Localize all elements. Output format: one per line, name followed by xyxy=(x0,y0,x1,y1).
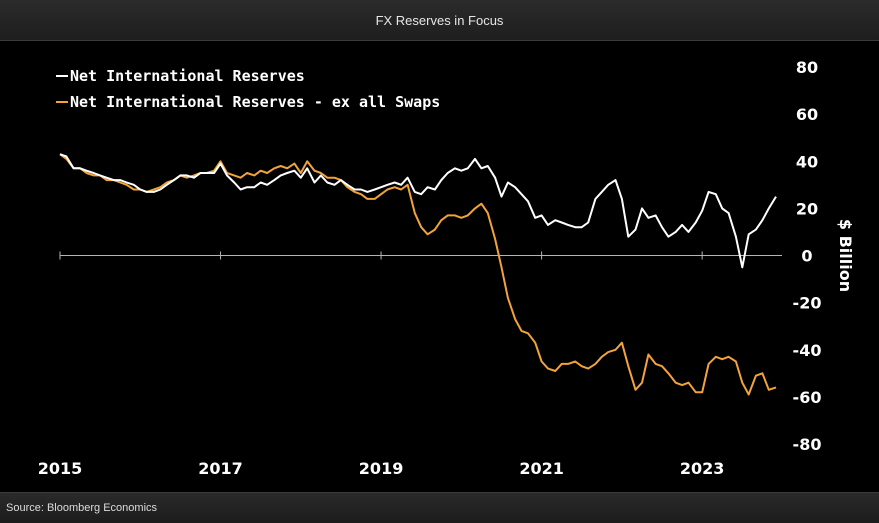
x-tick-label: 2023 xyxy=(680,459,725,478)
x-tick-label: 2019 xyxy=(359,459,404,478)
y-tick-label: 40 xyxy=(796,152,818,171)
y-tick-label: -40 xyxy=(793,341,822,360)
plot-area: Net International Reserves Net Internatio… xyxy=(8,41,879,492)
y-tick-label: 80 xyxy=(796,58,818,77)
line-chart: Net International Reserves Net Internatio… xyxy=(38,58,855,478)
y-tick-label: 60 xyxy=(796,105,818,124)
legend: Net International Reserves Net Internatio… xyxy=(56,67,440,111)
y-tick-label: 20 xyxy=(796,199,818,218)
source-note: Source: Bloomberg Economics xyxy=(6,502,158,514)
y-tick-label: -60 xyxy=(793,388,822,407)
y-tick-label: 0 xyxy=(801,247,812,266)
y-axis-label: $ Billion xyxy=(836,219,855,292)
series-line-ex-swaps xyxy=(59,153,777,396)
x-tick-label: 2017 xyxy=(198,459,243,478)
x-tick-label: 2015 xyxy=(38,459,83,478)
y-tick-label: -20 xyxy=(793,294,822,313)
source-footer: Source: Bloomberg Economics xyxy=(0,492,879,523)
y-axis: 80 60 40 20 0 -20 -40 -60 -80 $ Billion xyxy=(793,58,855,454)
legend-label: Net International Reserves - ex all Swap… xyxy=(70,93,440,111)
series-line-net-reserves xyxy=(59,153,777,269)
series-group xyxy=(59,153,777,396)
chart-title-bar: FX Reserves in Focus xyxy=(0,0,879,41)
x-tick-label: 2021 xyxy=(519,459,564,478)
x-axis: 2015 2017 2019 2021 2023 xyxy=(38,251,725,478)
legend-label: Net International Reserves xyxy=(70,67,305,85)
chart-title: FX Reserves in Focus xyxy=(375,12,504,28)
y-tick-label: -80 xyxy=(793,435,822,454)
